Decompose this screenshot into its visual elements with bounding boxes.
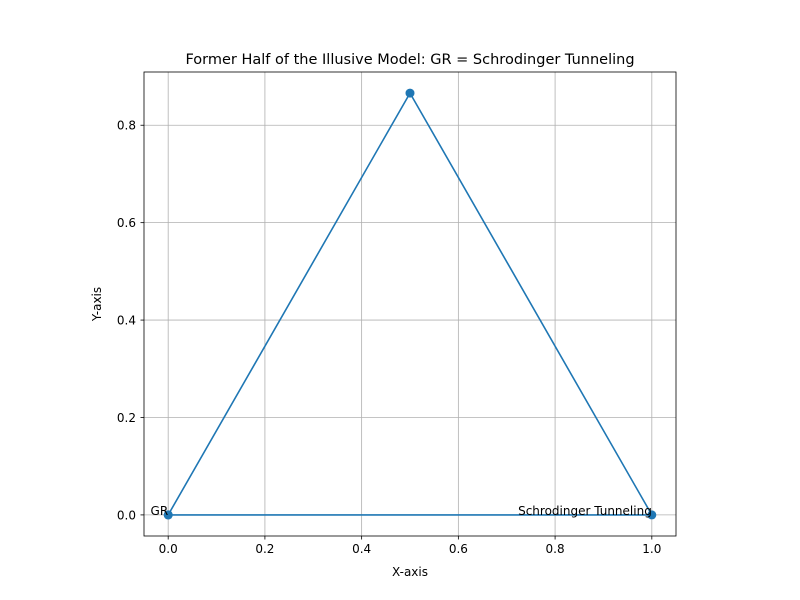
annotations: GR Schrodinger Tunneling	[151, 504, 652, 518]
grid	[144, 72, 676, 536]
chart-title: Former Half of the Illusive Model: GR = …	[185, 52, 634, 68]
y-tick-label: 0.6	[117, 216, 136, 230]
plot-frame	[143, 71, 677, 537]
x-tick-label: 0.6	[449, 542, 468, 556]
data-point	[163, 510, 173, 520]
y-tick-label: 0.0	[117, 508, 136, 522]
series-line	[167, 92, 653, 516]
annotation-label: Schrodinger Tunneling	[518, 504, 652, 518]
x-tick-label: 0.8	[546, 542, 565, 556]
series-layer	[163, 88, 657, 520]
y-tick-label: 0.2	[117, 411, 136, 425]
data-point	[405, 88, 415, 98]
y-axis-label: Y-axis	[90, 287, 104, 322]
ticks: 0.0 0.2 0.4 0.6 0.8 1.0 0.0 0.2 0.4 0.6 0.8	[117, 119, 661, 556]
x-tick-label: 1.0	[642, 542, 661, 556]
x-tick-label: 0.0	[159, 542, 178, 556]
x-axis-label: X-axis	[392, 565, 428, 579]
annotation-label: GR	[151, 504, 169, 518]
y-tick-label: 0.8	[117, 119, 136, 133]
y-tick-label: 0.4	[117, 314, 136, 328]
data-point	[647, 510, 657, 520]
x-tick-label: 0.2	[255, 542, 274, 556]
x-tick-label: 0.4	[352, 542, 371, 556]
